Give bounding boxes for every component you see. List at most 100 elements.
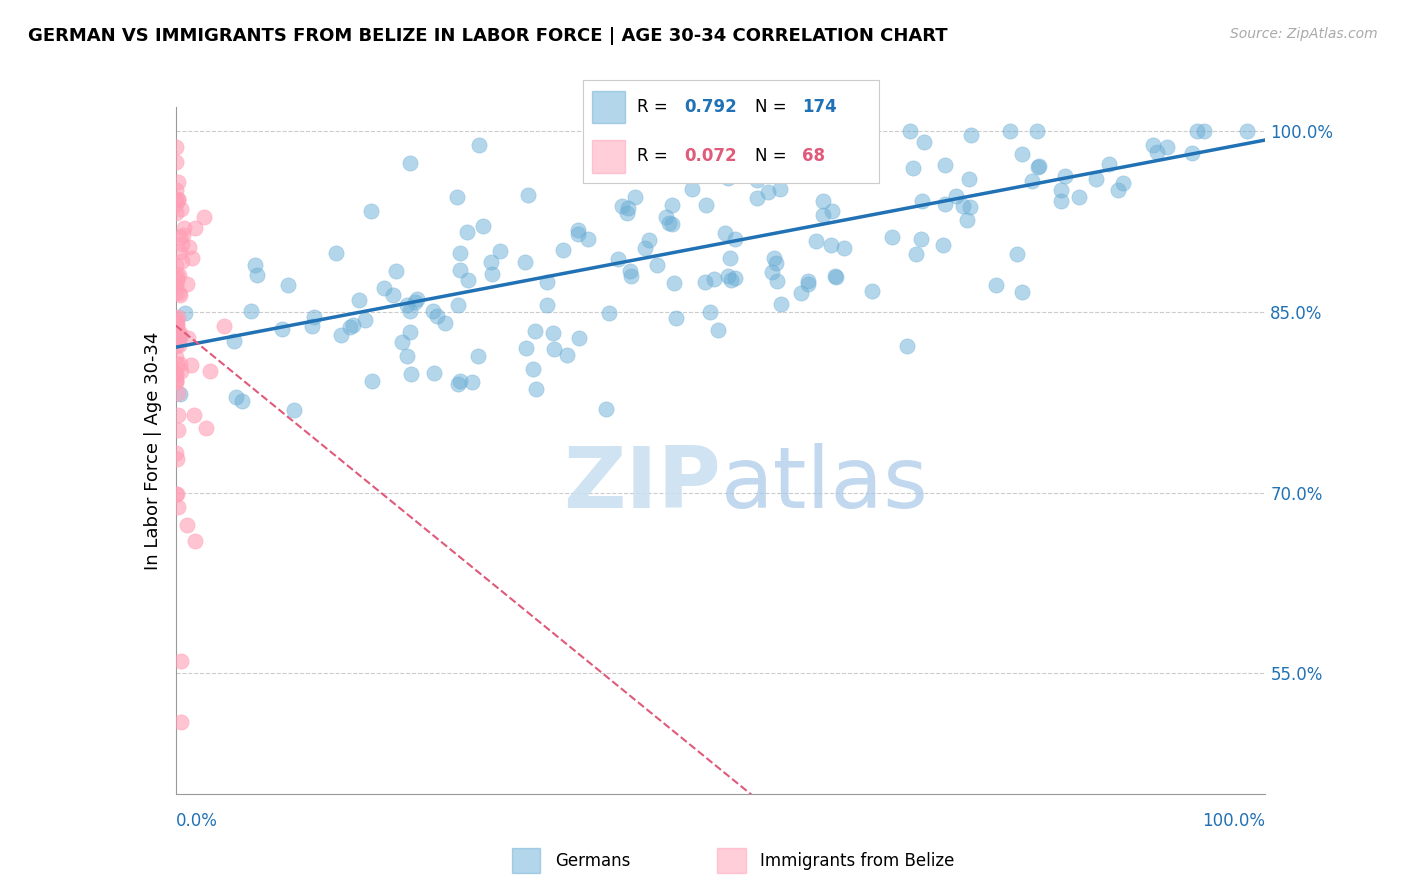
Point — [225, 390, 247, 404]
Point — [905, 246, 928, 260]
Text: GERMAN VS IMMIGRANTS FROM BELIZE IN LABOR FORCE | AGE 30-34 CORRELATION CHART: GERMAN VS IMMIGRANTS FROM BELIZE IN LABO… — [28, 27, 948, 45]
Point — [399, 304, 422, 318]
Point — [1192, 124, 1215, 138]
Point — [880, 229, 903, 244]
Point — [198, 363, 221, 377]
Point — [713, 226, 735, 240]
Point — [165, 315, 187, 329]
Point — [595, 163, 617, 178]
Point — [183, 408, 205, 422]
Point — [423, 366, 446, 380]
Point — [824, 268, 846, 283]
Point — [246, 268, 269, 282]
Point — [170, 364, 193, 378]
Point — [347, 293, 370, 308]
Point — [655, 210, 678, 224]
Point — [797, 277, 820, 291]
Point — [405, 292, 427, 306]
Point — [170, 654, 193, 668]
Point — [555, 347, 578, 361]
Point — [763, 251, 786, 265]
Point — [354, 313, 377, 327]
Point — [789, 124, 811, 138]
Point — [1028, 160, 1050, 174]
Point — [169, 330, 191, 344]
Text: 174: 174 — [801, 98, 837, 116]
Point — [624, 190, 647, 204]
Point — [766, 274, 789, 288]
Text: 68: 68 — [801, 147, 825, 165]
Point — [717, 269, 740, 284]
Point — [619, 264, 641, 278]
Point — [1050, 183, 1073, 197]
Point — [1054, 169, 1077, 183]
Point — [1097, 156, 1119, 170]
Point — [395, 298, 418, 312]
Point — [747, 172, 769, 186]
Point — [166, 319, 188, 334]
Point — [166, 423, 188, 437]
Point — [165, 183, 187, 197]
Point — [165, 326, 187, 340]
Point — [166, 271, 188, 285]
Text: R =: R = — [637, 147, 672, 165]
Point — [169, 328, 191, 343]
FancyBboxPatch shape — [592, 91, 624, 123]
Point — [1021, 174, 1043, 188]
Point — [169, 326, 191, 340]
Point — [373, 280, 395, 294]
FancyBboxPatch shape — [717, 848, 747, 873]
Point — [399, 326, 422, 340]
Point — [169, 288, 191, 302]
Point — [522, 362, 544, 376]
Point — [724, 270, 747, 285]
Y-axis label: In Labor Force | Age 30-34: In Labor Force | Age 30-34 — [143, 331, 162, 570]
Point — [395, 349, 418, 363]
Point — [934, 157, 956, 171]
Text: N =: N = — [755, 98, 792, 116]
Point — [169, 386, 191, 401]
Point — [360, 203, 382, 218]
Point — [959, 200, 981, 214]
Point — [1142, 138, 1164, 153]
Point — [166, 357, 188, 371]
Point — [770, 297, 793, 311]
Point — [165, 446, 187, 460]
Point — [176, 518, 198, 533]
Point — [180, 251, 202, 265]
Point — [165, 155, 187, 169]
Text: 100.0%: 100.0% — [1202, 812, 1265, 830]
Point — [524, 324, 547, 338]
Point — [658, 216, 681, 230]
Point — [449, 246, 471, 260]
Point — [1107, 183, 1129, 197]
Point — [165, 368, 187, 382]
Point — [825, 269, 848, 284]
Point — [166, 316, 188, 330]
Point — [165, 278, 187, 293]
Point — [165, 339, 187, 353]
Point — [607, 252, 630, 267]
Point — [169, 244, 191, 259]
Point — [633, 241, 655, 255]
Point — [984, 277, 1007, 292]
Point — [330, 327, 353, 342]
Point — [165, 367, 187, 381]
Point — [167, 337, 190, 351]
Point — [516, 188, 538, 202]
Point — [231, 394, 253, 409]
Point — [1146, 145, 1168, 159]
Point — [165, 139, 187, 153]
Point — [239, 304, 262, 318]
Point — [1236, 124, 1258, 138]
Point — [165, 487, 187, 501]
Point — [283, 402, 305, 417]
Point — [468, 137, 491, 152]
Point — [617, 201, 640, 215]
Point — [1050, 194, 1073, 209]
Text: 0.0%: 0.0% — [176, 812, 218, 830]
Text: Germans: Germans — [555, 852, 630, 870]
Point — [167, 194, 190, 208]
Point — [361, 375, 384, 389]
Point — [657, 148, 679, 162]
